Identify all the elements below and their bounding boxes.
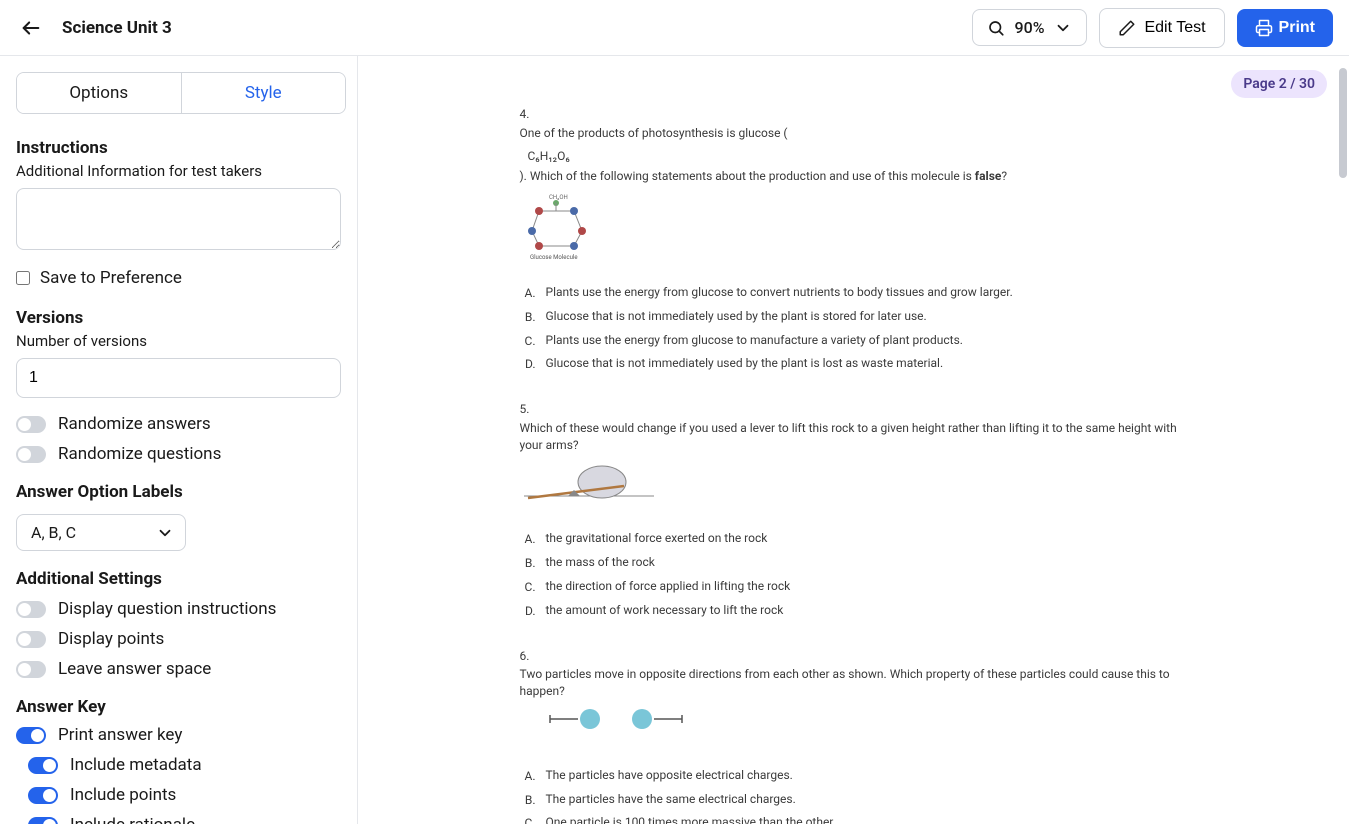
question-6: 6. Two particles move in opposite direct… [520, 648, 1188, 824]
print-answer-key-toggle[interactable] [16, 727, 46, 744]
instructions-textarea[interactable] [16, 188, 341, 250]
svg-text:Glucose Molecule: Glucose Molecule [530, 254, 578, 261]
zoom-control[interactable]: 90% [972, 9, 1088, 46]
instructions-sub: Additional Information for test takers [16, 162, 341, 180]
back-button[interactable] [16, 13, 46, 43]
question-number: 6. [520, 648, 1188, 665]
answer-labels-select[interactable]: A, B, C [16, 514, 186, 551]
additional-heading: Additional Settings [16, 569, 341, 589]
leave-space-toggle[interactable] [16, 661, 46, 678]
page-content: 4. One of the products of photosynthesis… [474, 56, 1234, 824]
tab-options[interactable]: Options [17, 73, 181, 113]
answer-option: B.Glucose that is not immediately used b… [520, 308, 1188, 326]
answer-option: B.the mass of the rock [520, 554, 1188, 572]
question-text: Which of these would change if you used … [520, 420, 1188, 454]
display-instructions-label: Display question instructions [58, 599, 276, 619]
answer-option: A.The particles have opposite electrical… [520, 767, 1188, 785]
chemical-formula: C₆H₁₂O₆ [528, 148, 1188, 165]
page-indicator: Page 2 / 30 [1231, 70, 1327, 98]
answer-option: C.the direction of force applied in lift… [520, 578, 1188, 596]
display-points-label: Display points [58, 629, 164, 649]
answer-key-heading: Answer Key [16, 697, 341, 717]
display-points-toggle[interactable] [16, 631, 46, 648]
glucose-molecule-image: CH₂OH Glucose Molecule [524, 191, 1188, 266]
versions-input[interactable] [16, 358, 341, 398]
randomize-answers-toggle[interactable] [16, 416, 46, 433]
edit-test-button[interactable]: Edit Test [1099, 8, 1224, 48]
question-5: 5. Which of these would change if you us… [520, 401, 1188, 619]
arrow-left-icon [20, 17, 42, 39]
randomize-answers-label: Randomize answers [58, 414, 211, 434]
preview-pane: Page 2 / 30 4. One of the products of ph… [358, 56, 1349, 824]
randomize-questions-toggle[interactable] [16, 446, 46, 463]
include-metadata-label: Include metadata [70, 755, 202, 775]
page-title: Science Unit 3 [62, 18, 956, 38]
question-number: 5. [520, 401, 1188, 418]
edit-test-label: Edit Test [1144, 19, 1205, 37]
answer-list: A.Plants use the energy from glucose to … [520, 284, 1188, 373]
question-text: One of the products of photosynthesis is… [520, 125, 1188, 142]
randomize-questions-label: Randomize questions [58, 444, 221, 464]
include-rationale-label: Include rationale [70, 815, 195, 824]
printer-icon [1255, 19, 1273, 37]
answer-labels-heading: Answer Option Labels [16, 482, 341, 502]
answer-option: C.Plants use the energy from glucose to … [520, 332, 1188, 350]
print-answer-key-label: Print answer key [58, 725, 182, 745]
chevron-down-icon [1054, 19, 1072, 37]
scrollbar[interactable] [1337, 56, 1347, 824]
question-text-cont: ). Which of the following statements abo… [520, 168, 1188, 185]
question-number: 4. [520, 106, 1188, 123]
tab-style[interactable]: Style [181, 73, 346, 113]
versions-heading: Versions [16, 308, 341, 328]
question-text: Two particles move in opposite direction… [520, 666, 1188, 700]
display-instructions-toggle[interactable] [16, 601, 46, 618]
include-points-label: Include points [70, 785, 176, 805]
print-button[interactable]: Print [1237, 9, 1333, 47]
answer-option: D.the amount of work necessary to lift t… [520, 602, 1188, 620]
topbar: Science Unit 3 90% Edit Test Print [0, 0, 1349, 56]
sidebar: Options Style Instructions Additional In… [0, 56, 358, 824]
save-to-preference-row[interactable]: Save to Preference [16, 268, 341, 288]
answer-option: D.Glucose that is not immediately used b… [520, 355, 1188, 373]
answer-option: A.the gravitational force exerted on the… [520, 530, 1188, 548]
svg-text:CH₂OH: CH₂OH [549, 194, 568, 201]
lever-rock-image [524, 460, 1188, 507]
save-to-preference-label: Save to Preference [40, 268, 182, 288]
save-to-preference-checkbox[interactable] [16, 271, 30, 285]
include-metadata-toggle[interactable] [28, 757, 58, 774]
include-points-toggle[interactable] [28, 787, 58, 804]
sidebar-tabs: Options Style [16, 72, 346, 114]
answer-list: A.The particles have opposite electrical… [520, 767, 1188, 824]
instructions-heading: Instructions [16, 138, 341, 158]
include-rationale-toggle[interactable] [28, 817, 58, 824]
leave-space-label: Leave answer space [58, 659, 211, 679]
zoom-value: 90% [1015, 18, 1045, 37]
search-icon [987, 19, 1005, 37]
question-4: 4. One of the products of photosynthesis… [520, 106, 1188, 373]
answer-option: B.The particles have the same electrical… [520, 791, 1188, 809]
pencil-icon [1118, 19, 1136, 37]
versions-sub: Number of versions [16, 332, 341, 350]
print-label: Print [1279, 19, 1315, 37]
answer-option: A.Plants use the energy from glucose to … [520, 284, 1188, 302]
particles-image [548, 706, 1188, 737]
answer-list: A.the gravitational force exerted on the… [520, 530, 1188, 619]
answer-option: C.One particle is 100 times more massive… [520, 814, 1188, 824]
